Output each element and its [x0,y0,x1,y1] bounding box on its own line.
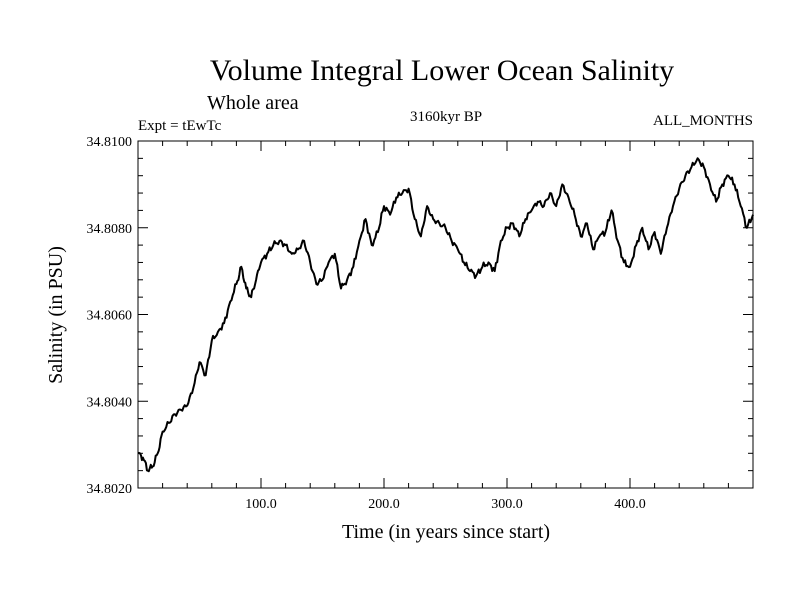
months-label: ALL_MONTHS [653,113,753,129]
x-tick-label: 400.0 [614,497,646,512]
salinity-series-line [137,157,754,473]
y-tick-label: 34.8020 [87,482,133,497]
x-tick-label: 200.0 [368,497,400,512]
chart-subtitle: Whole area [207,92,299,114]
x-axis-label: Time (in years since start) [342,521,550,543]
y-axis-label: Salinity (in PSU) [45,246,67,384]
y-tick-label: 34.8040 [87,395,133,410]
major-ticks [138,141,753,488]
x-tick-label: 100.0 [245,497,277,512]
plot-frame [137,140,754,489]
x-tick-labels: 100.0 200.0 300.0 400.0 [245,497,646,512]
chart-title: Volume Integral Lower Ocean Salinity [210,54,674,87]
y-tick-label: 34.8100 [87,135,133,150]
x-tick-label: 300.0 [491,497,523,512]
minor-ticks [138,141,753,488]
y-tick-label: 34.8060 [87,309,133,324]
y-tick-labels: 34.8020 34.8040 34.8060 34.8080 34.8100 [87,135,133,497]
experiment-label: Expt = tEwTc [138,118,222,134]
period-label: 3160kyr BP [410,109,482,125]
y-tick-label: 34.8080 [87,222,133,237]
